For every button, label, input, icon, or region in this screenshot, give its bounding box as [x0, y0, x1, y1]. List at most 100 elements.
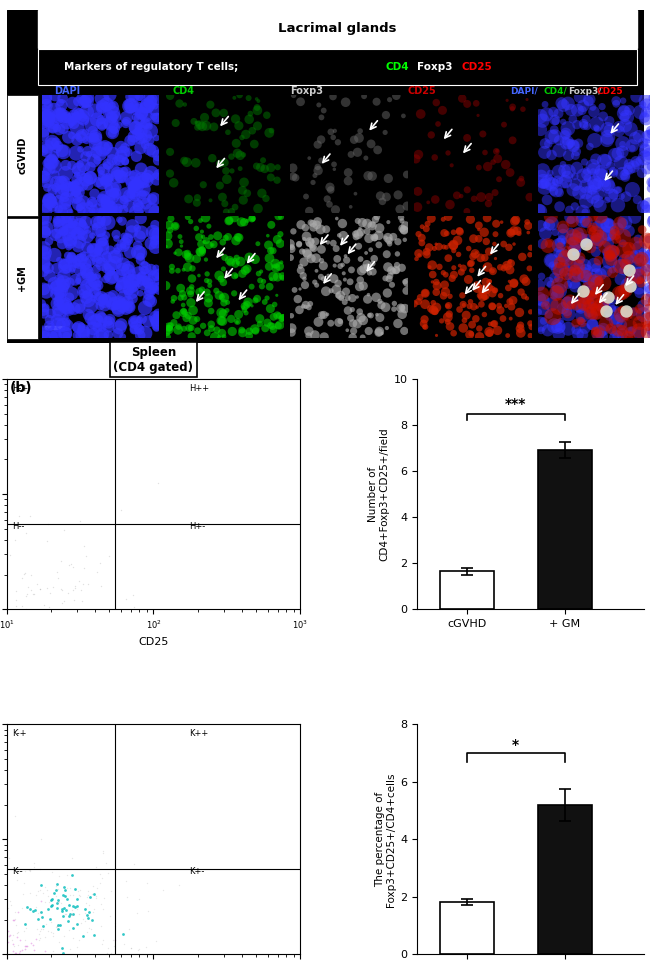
Point [10, 592, 21, 607]
Point [46, 656, 56, 671]
Point [62, 881, 72, 897]
Point [17, 942, 27, 957]
Point [14, 637, 25, 653]
Point [89, 887, 99, 902]
Point [5, 654, 15, 669]
Point [6, 932, 17, 948]
Point [80, 959, 90, 964]
Point [13, 671, 23, 686]
Point [8, 638, 18, 654]
Text: Foxp3: Foxp3 [417, 62, 453, 71]
Point [48, 928, 58, 944]
Point [33, 912, 44, 927]
Point [0, 629, 3, 645]
Point [105, 908, 115, 924]
Point [18, 875, 29, 891]
Point [79, 560, 90, 576]
Point [52, 900, 62, 916]
Point [20, 668, 30, 683]
Point [29, 855, 39, 870]
Point [7, 654, 18, 669]
Point [27, 957, 38, 964]
Point [1, 568, 12, 583]
Point [19, 924, 29, 939]
Point [0, 634, 2, 650]
Point [0, 918, 5, 933]
Point [0, 590, 1, 605]
Point [78, 576, 88, 592]
Point [0, 603, 5, 619]
Point [105, 945, 116, 960]
Point [13, 904, 23, 920]
Point [174, 877, 184, 893]
Point [8, 960, 19, 964]
Point [99, 891, 109, 906]
Point [65, 880, 75, 896]
Point [55, 918, 66, 933]
Point [22, 899, 32, 915]
Point [57, 582, 67, 598]
Point [4, 850, 14, 866]
Point [8, 637, 19, 653]
Point [67, 850, 77, 866]
Point [17, 618, 27, 633]
Point [45, 585, 55, 601]
Point [1, 628, 11, 643]
Point [36, 832, 46, 847]
Point [16, 571, 27, 586]
Point [0, 629, 3, 644]
Point [34, 904, 45, 920]
Point [37, 647, 47, 662]
Point [10, 532, 21, 548]
Point [58, 946, 68, 961]
Text: Markers of regulatory T cells;: Markers of regulatory T cells; [64, 62, 238, 71]
Point [153, 475, 163, 491]
Point [64, 923, 74, 938]
Point [18, 886, 28, 901]
Point [0, 698, 4, 713]
Point [84, 920, 94, 935]
Point [0, 616, 6, 631]
Point [0, 951, 10, 964]
Point [58, 887, 68, 902]
Point [134, 892, 144, 907]
Point [0, 656, 5, 671]
Point [16, 957, 27, 964]
Point [59, 522, 70, 538]
Point [21, 602, 31, 617]
Point [14, 509, 25, 524]
Point [0, 889, 10, 904]
Point [0, 953, 10, 964]
Point [109, 919, 120, 934]
Point [126, 940, 136, 955]
Point [91, 889, 101, 904]
Point [70, 881, 80, 897]
Point [0, 657, 3, 673]
Text: K++: K++ [188, 729, 208, 737]
Point [8, 939, 19, 954]
Point [53, 881, 63, 897]
Point [140, 963, 150, 964]
Point [96, 578, 106, 594]
Point [25, 901, 35, 917]
Point [29, 663, 39, 679]
Point [21, 603, 31, 619]
Point [29, 625, 39, 640]
Point [0, 934, 10, 950]
Point [72, 917, 83, 932]
Point [53, 893, 64, 908]
Point [8, 912, 18, 927]
Point [67, 902, 77, 918]
Point [70, 899, 81, 915]
Point [34, 930, 45, 946]
Point [47, 864, 57, 879]
Point [66, 948, 76, 963]
Point [0, 622, 10, 637]
Point [0, 911, 4, 926]
Point [52, 564, 62, 579]
Point [58, 879, 69, 895]
Point [125, 940, 136, 955]
Point [52, 876, 62, 892]
Point [31, 888, 42, 903]
Point [38, 919, 48, 934]
